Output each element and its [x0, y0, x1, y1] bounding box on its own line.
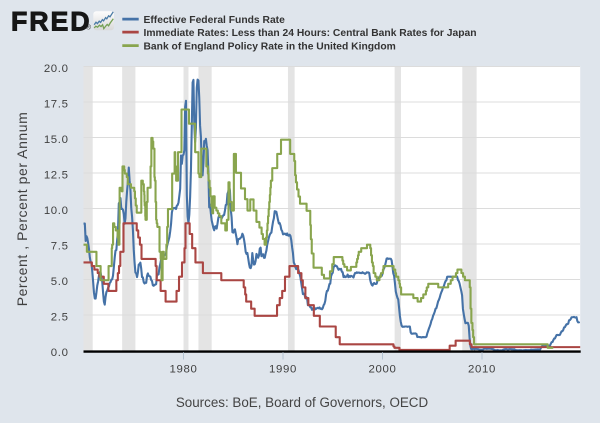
svg-text:Effective Federal Funds Rate: Effective Federal Funds Rate	[144, 15, 286, 26]
svg-text:2010: 2010	[468, 363, 496, 375]
svg-text:7.5: 7.5	[51, 240, 69, 252]
svg-text:FRED: FRED	[11, 7, 92, 37]
svg-text:Immediate Rates: Less than 24: Immediate Rates: Less than 24 Hours: Cen…	[144, 28, 477, 39]
svg-text:5.0: 5.0	[51, 276, 69, 288]
svg-text:®: ®	[86, 23, 92, 31]
svg-text:17.5: 17.5	[44, 99, 69, 111]
svg-text:Sources: BoE, Board of Governo: Sources: BoE, Board of Governors, OECD	[176, 395, 429, 410]
svg-text:1990: 1990	[269, 363, 297, 375]
svg-text:Bank of England Policy Rate in: Bank of England Policy Rate in the Unite…	[144, 41, 396, 52]
svg-text:15.0: 15.0	[44, 134, 69, 146]
svg-text:0.0: 0.0	[51, 347, 69, 359]
svg-text:20.0: 20.0	[44, 63, 69, 75]
svg-text:2000: 2000	[369, 363, 397, 375]
svg-text:10.0: 10.0	[44, 205, 69, 217]
svg-text:1980: 1980	[170, 363, 198, 375]
svg-text:Percent , Percent per Annum: Percent , Percent per Annum	[14, 112, 30, 307]
svg-text:2.5: 2.5	[51, 311, 69, 323]
svg-text:12.5: 12.5	[44, 170, 69, 182]
